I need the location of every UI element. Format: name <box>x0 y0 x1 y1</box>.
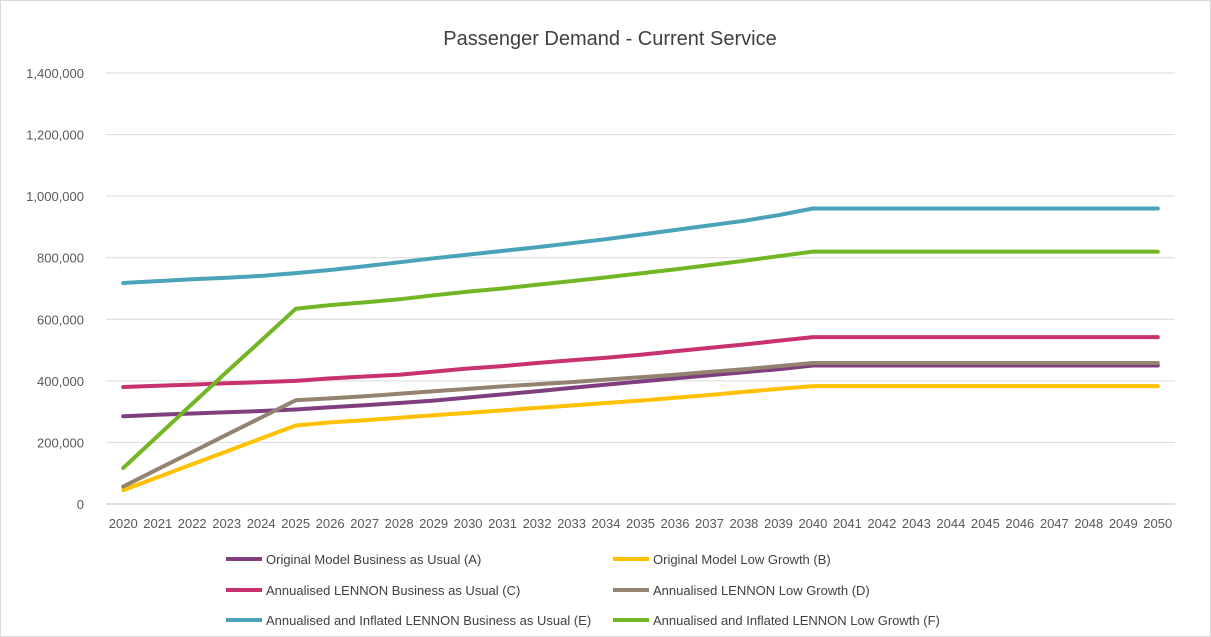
x-tick-label: 2048 <box>1074 516 1103 531</box>
x-tick-label: 2025 <box>281 516 310 531</box>
y-tick-label: 1,400,000 <box>26 66 84 81</box>
legend-item: Annualised LENNON Low Growth (D) <box>613 583 870 598</box>
x-tick-label: 2034 <box>592 516 621 531</box>
x-tick-label: 2042 <box>867 516 896 531</box>
chart-title: Passenger Demand - Current Service <box>443 28 776 50</box>
legend-label: Annualised and Inflated LENNON Low Growt… <box>653 613 940 628</box>
legend: Original Model Business as Usual (A) Orig… <box>226 552 940 628</box>
series-line-d <box>121 361 1160 489</box>
x-tick-label: 2033 <box>557 516 586 531</box>
x-tick-label: 2049 <box>1109 516 1138 531</box>
x-tick-label: 2032 <box>523 516 552 531</box>
y-tick-label: 1,000,000 <box>26 189 84 204</box>
series-line-f <box>121 249 1160 470</box>
series-line-a <box>121 363 1160 419</box>
legend-label: Original Model Business as Usual (A) <box>266 552 481 567</box>
x-tick-label: 2043 <box>902 516 931 531</box>
x-tick-label: 2029 <box>419 516 448 531</box>
x-tick-label: 2038 <box>729 516 758 531</box>
legend-label: Annualised and Inflated LENNON Business … <box>266 613 591 628</box>
series-line-c <box>121 335 1160 389</box>
x-tick-label: 2027 <box>350 516 379 531</box>
x-tick-label: 2028 <box>385 516 414 531</box>
legend-item: Annualised and Inflated LENNON Business … <box>226 613 591 628</box>
x-tick-label: 2047 <box>1040 516 1069 531</box>
x-tick-label: 2036 <box>661 516 690 531</box>
legend-item: Annualised and Inflated LENNON Low Growt… <box>613 613 940 628</box>
x-tick-label: 2024 <box>247 516 276 531</box>
x-tick-label: 2039 <box>764 516 793 531</box>
x-tick-label: 2035 <box>626 516 655 531</box>
x-tick-label: 2020 <box>109 516 138 531</box>
x-tick-label: 2045 <box>971 516 1000 531</box>
legend-label: Original Model Low Growth (B) <box>653 552 831 567</box>
y-tick-label: 400,000 <box>37 374 84 389</box>
x-tick-label: 2031 <box>488 516 517 531</box>
x-tick-label: 2050 <box>1143 516 1172 531</box>
legend-label: Annualised LENNON Business as Usual (C) <box>266 583 520 598</box>
y-tick-label: 200,000 <box>37 435 84 450</box>
legend-item: Original Model Low Growth (B) <box>613 552 831 567</box>
x-tick-label: 2041 <box>833 516 862 531</box>
legend-item: Original Model Business as Usual (A) <box>226 552 481 567</box>
x-tick-label: 2040 <box>798 516 827 531</box>
x-tick-label: 2022 <box>178 516 207 531</box>
x-tick-label: 2026 <box>316 516 345 531</box>
series-line-b <box>121 384 1160 493</box>
y-tick-label: 800,000 <box>37 251 84 266</box>
x-tick-label: 2021 <box>143 516 172 531</box>
gridlines <box>106 72 1175 505</box>
x-tick-label: 2023 <box>212 516 241 531</box>
legend-item: Annualised LENNON Business as Usual (C) <box>226 583 520 598</box>
x-tick-label: 2044 <box>936 516 965 531</box>
x-tick-label: 2030 <box>454 516 483 531</box>
y-tick-label: 600,000 <box>37 312 84 327</box>
x-tick-label: 2046 <box>1005 516 1034 531</box>
series-line-e <box>121 206 1160 285</box>
y-axis-ticks: 0 200,000 400,000 600,000 800,000 1,000,000 1,… <box>26 66 84 512</box>
x-axis-ticks: 2020 2021 2022 2023 2024 2025 2026 2027 2028 2029… <box>109 516 1172 531</box>
series-lines <box>121 206 1160 493</box>
x-tick-label: 2037 <box>695 516 724 531</box>
y-tick-label: 1,200,000 <box>26 128 84 143</box>
y-tick-label: 0 <box>77 497 84 512</box>
legend-label: Annualised LENNON Low Growth (D) <box>653 583 870 598</box>
